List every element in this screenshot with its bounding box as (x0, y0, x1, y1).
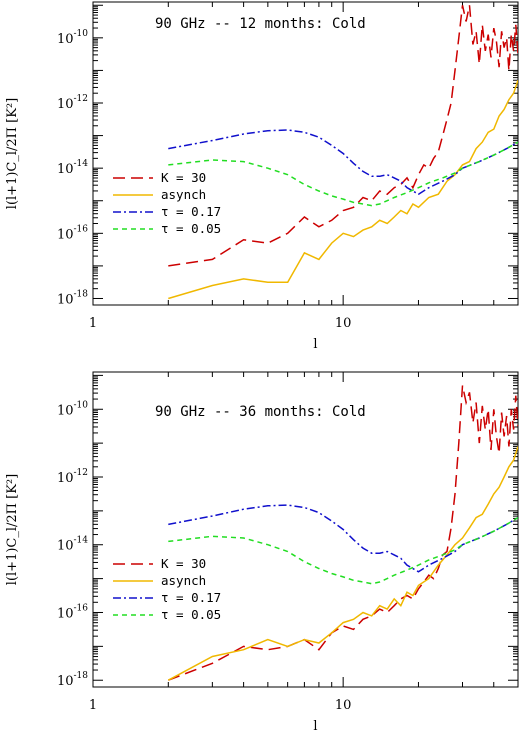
y-axis-title: l(l+1)C_l/2Π [K²] (5, 98, 20, 209)
plot-frame (92, 1, 519, 306)
series-line-2 (168, 129, 518, 196)
y-tick-label: 10-18 (57, 289, 88, 307)
x-axis-title: l (313, 719, 317, 734)
y-tick-label: 10-14 (57, 159, 88, 177)
y-tick-label: 10-16 (57, 603, 88, 621)
legend-label: τ = 0.05 (161, 221, 221, 236)
panel-title: 90 GHz -- 12 months: Cold (155, 16, 366, 32)
panel-title: 90 GHz -- 36 months: Cold (155, 404, 366, 420)
series-line-3 (168, 516, 518, 585)
y-tick-label: 10-16 (57, 224, 88, 242)
series-line-1 (167, 446, 518, 681)
panel-bottom: 1 10 10-10 10-12 10-14 10-16 10-18 l l(l+1)C_l/2… (5, 371, 519, 734)
y-tick-label: 10-10 (57, 400, 88, 418)
plot-frame (92, 371, 519, 688)
legend-label: asynch (161, 187, 206, 202)
series-line-3 (168, 141, 518, 207)
series-line-0 (168, 385, 518, 681)
x-tick-label: 10 (335, 316, 352, 331)
series-line-2 (168, 504, 518, 573)
y-axis-title: l(l+1)C_l/2Π [K²] (5, 474, 20, 585)
y-tick-label: 10-10 (57, 29, 88, 47)
series-line-0 (168, 5, 518, 267)
legend-label: τ = 0.17 (161, 204, 221, 219)
y-tick-label: 10-14 (57, 536, 88, 554)
x-tick-label: 10 (335, 698, 352, 713)
legend-label: τ = 0.17 (161, 590, 221, 605)
legend-label: asynch (161, 573, 206, 588)
x-tick-label: 1 (89, 316, 97, 331)
y-tick-label: 10-18 (57, 671, 88, 689)
y-tick-label: 10-12 (57, 468, 88, 486)
legend-label: τ = 0.05 (161, 607, 221, 622)
x-axis-title: l (313, 337, 317, 352)
y-tick-label: 10-12 (57, 94, 88, 112)
panel-top: 1 10 10-10 10-12 10-14 10-16 10-18 l l(l+1)C_l/2… (5, 1, 519, 352)
legend-label: K = 30 (161, 556, 206, 571)
series-line-1 (168, 79, 518, 300)
legend-label: K = 30 (161, 170, 206, 185)
x-tick-label: 1 (89, 698, 97, 713)
